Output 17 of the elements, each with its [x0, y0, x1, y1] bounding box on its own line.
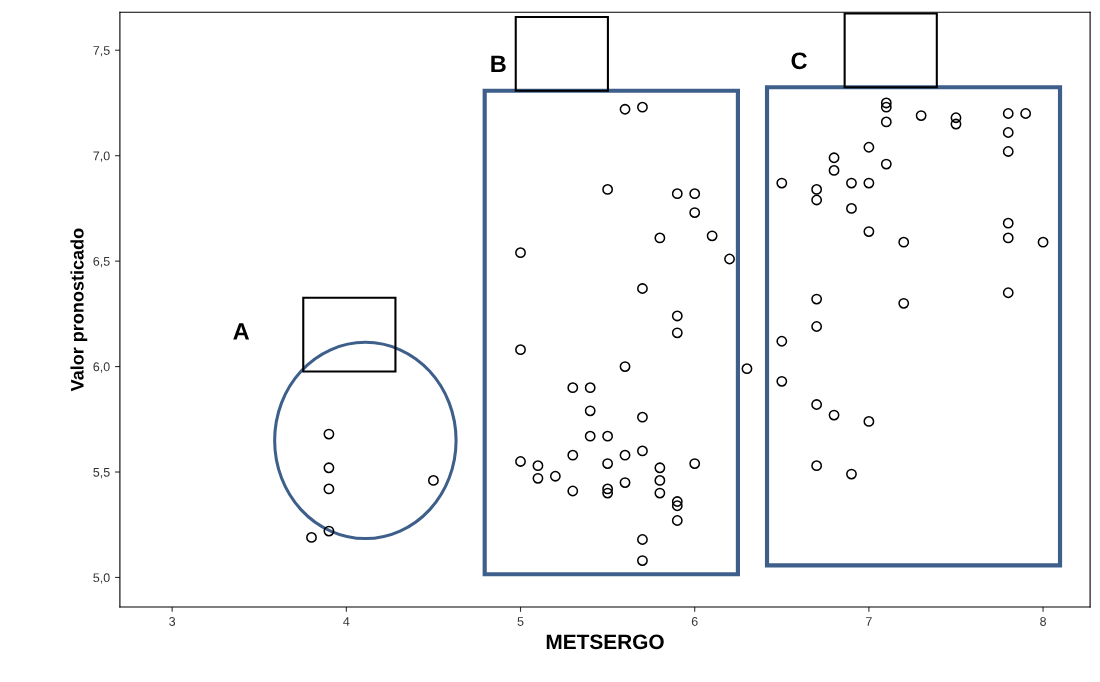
y-tick-label: 6,5: [93, 256, 110, 268]
y-tick-label: 7,5: [93, 46, 110, 57]
x-tick-label: 6: [691, 617, 698, 626]
x-tick-label: 7: [866, 617, 872, 626]
x-tick-label: 3: [169, 617, 176, 626]
annotation: B: [491, 55, 506, 72]
annotation: A: [233, 323, 250, 340]
y-tick-label: 5,0: [93, 573, 110, 584]
x-tick-label: 8: [1040, 617, 1046, 626]
y-tick-label: 6,0: [93, 362, 110, 373]
y-tick-label: 5,5: [93, 467, 110, 479]
y-axis-title: Valor pronosticado: [70, 228, 88, 392]
x-tick-label: 5: [517, 617, 524, 626]
y-tick-label: 7,0: [93, 151, 110, 162]
annotation: C: [791, 52, 807, 70]
x-axis-title: METSERGO: [546, 634, 664, 650]
x-tick-label: 4: [343, 617, 350, 626]
